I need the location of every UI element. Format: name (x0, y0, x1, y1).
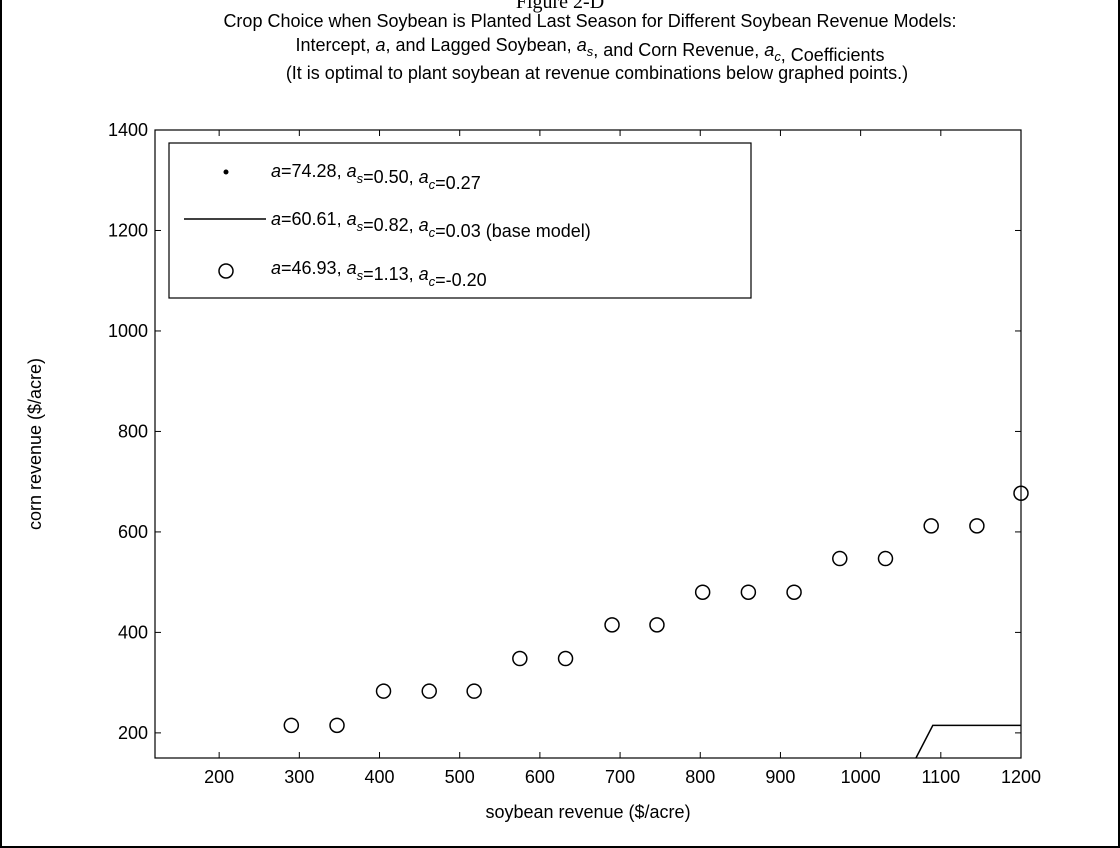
legend: a=74.28, as=0.50, ac=0.27 a=60.61, as=0.8… (168, 142, 752, 299)
legend-marker-dot (223, 169, 229, 175)
y-tick-label: 800 (118, 421, 148, 441)
data-point-circle (466, 683, 482, 699)
y-tick-label: 1000 (108, 321, 148, 341)
x-axis-label: soybean revenue ($/acre) (485, 802, 690, 822)
x-tick-label: 900 (765, 767, 795, 787)
data-point-circle (375, 683, 392, 699)
x-tick-label: 400 (364, 767, 394, 787)
data-marks (283, 485, 1029, 758)
data-point-circle (557, 650, 574, 667)
x-tick-label: 300 (284, 767, 314, 787)
y-tick-label: 1200 (108, 220, 148, 240)
legend-label: a=46.93, as=1.13, ac=-0.20 (271, 258, 487, 290)
data-point-circle (694, 584, 711, 600)
y-tick-label: 200 (118, 723, 148, 743)
x-tick-label: 700 (605, 767, 635, 787)
data-point-circle (786, 584, 802, 600)
chart-title: Crop Choice when Soybean is Planted Last… (223, 11, 956, 65)
data-point-circle (740, 584, 757, 600)
y-tick-label: 600 (118, 522, 148, 542)
data-point-circle (329, 717, 345, 734)
data-point-circle (1013, 485, 1029, 501)
axis-ticks: 200 300 400 500 600 700 800 900 1000 1100 1200 200 4… (108, 120, 1041, 787)
figure-caption: Figure 2-D (515, 0, 605, 13)
chart-title-line: Intercept, a, and Lagged Soybean, as, an… (295, 35, 884, 65)
data-point-circle (832, 550, 848, 567)
legend-label: a=74.28, as=0.50, ac=0.27 (271, 161, 481, 193)
x-tick-label: 1100 (921, 767, 960, 787)
data-point-circle (512, 650, 528, 667)
legend-marker-circle (218, 263, 234, 279)
data-point-circle (877, 550, 894, 567)
legend-box (168, 142, 752, 299)
data-point-circle (421, 683, 437, 699)
chart-title-line: Crop Choice when Soybean is Planted Last… (223, 11, 956, 31)
data-point-circle (649, 617, 665, 633)
data-point-circle (283, 717, 300, 734)
x-tick-label: 1200 (1001, 767, 1041, 787)
x-tick-label: 200 (204, 767, 234, 787)
y-tick-label: 1400 (108, 120, 148, 140)
y-tick-label: 400 (118, 622, 148, 642)
x-tick-label: 800 (685, 767, 715, 787)
data-point-circle (923, 518, 939, 534)
data-point-circle (604, 617, 620, 633)
x-tick-label: 500 (445, 767, 475, 787)
y-axis-label: corn revenue ($/acre) (25, 358, 45, 530)
x-tick-label: 600 (525, 767, 555, 787)
data-point-circle (969, 518, 985, 534)
chart-subtitle: (It is optimal to plant soybean at reven… (286, 63, 908, 83)
series-line-base-model (915, 724, 1021, 758)
legend-label: a=60.61, as=0.82, ac=0.03 (base model) (271, 209, 591, 241)
x-tick-label: 1000 (841, 767, 881, 787)
